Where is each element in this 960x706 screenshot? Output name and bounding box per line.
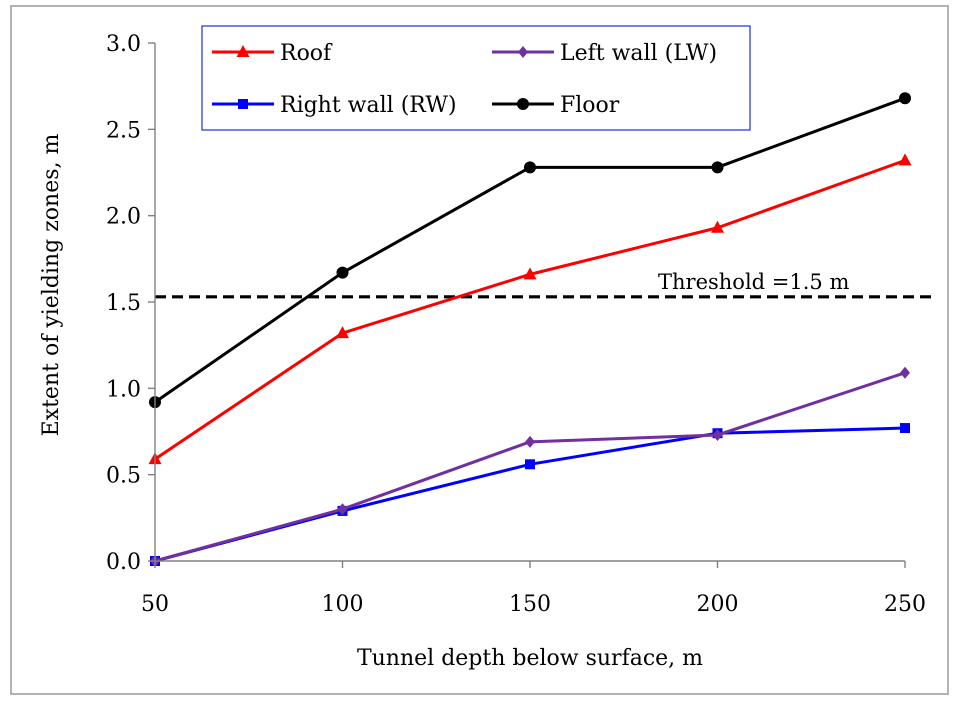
x-axis-title: Tunnel depth below surface, m [357,646,703,671]
legend-item-floor: Floor [492,93,620,118]
legend-marker [517,98,529,110]
series-floor [149,92,911,409]
data-point-right-wall-rw [525,459,535,470]
data-point-floor [336,266,349,279]
x-tick-label: 150 [509,592,551,617]
x-tick-label: 100 [322,592,364,617]
x-tick-label: 50 [141,592,169,617]
data-point-roof [711,220,724,233]
x-tick-label: 200 [697,592,739,617]
series-left-wall-lw [150,366,910,567]
data-point-roof [523,267,537,280]
y-tick-label: 2.0 [106,205,141,230]
legend-marker [238,99,248,109]
y-tick-label: 1.0 [106,377,141,402]
y-tick-label: 0.5 [106,464,141,489]
data-point-roof [898,153,912,166]
legend-box [201,25,751,131]
data-point-right-wall-rw [900,423,910,434]
data-point-floor [899,92,911,105]
legend-item-left-wall-lw: Left wall (LW) [492,41,717,66]
data-point-floor [524,161,536,174]
legend-label: Roof [280,41,333,66]
legend-label: Right wall (RW) [280,93,457,118]
data-point-left-wall-lw [525,435,535,448]
y-axis-title: Extent of yielding zones, m [39,133,64,436]
data-point-roof [336,326,349,339]
legend-label: Floor [560,93,620,118]
x-tick-label: 250 [884,592,926,617]
legend-label: Left wall (LW) [560,41,717,66]
data-point-left-wall-lw [337,503,348,516]
data-point-floor [711,161,724,174]
y-tick-label: 0.0 [106,550,141,575]
legend-item-right-wall-rw: Right wall (RW) [212,93,457,118]
y-tick-label: 2.5 [106,118,141,143]
legend: Roof Left wall (LW) Right wall (RW) Floor [201,25,751,131]
legend-marker [236,45,250,57]
y-tick-label: 1.5 [106,291,141,316]
data-point-left-wall-lw [900,366,910,379]
legend-marker [518,46,528,58]
legend-item-roof: Roof [212,41,333,66]
threshold-label: Threshold =1.5 m [658,270,849,294]
y-tick-label: 3.0 [106,32,141,57]
data-point-left-wall-lw [712,428,723,441]
